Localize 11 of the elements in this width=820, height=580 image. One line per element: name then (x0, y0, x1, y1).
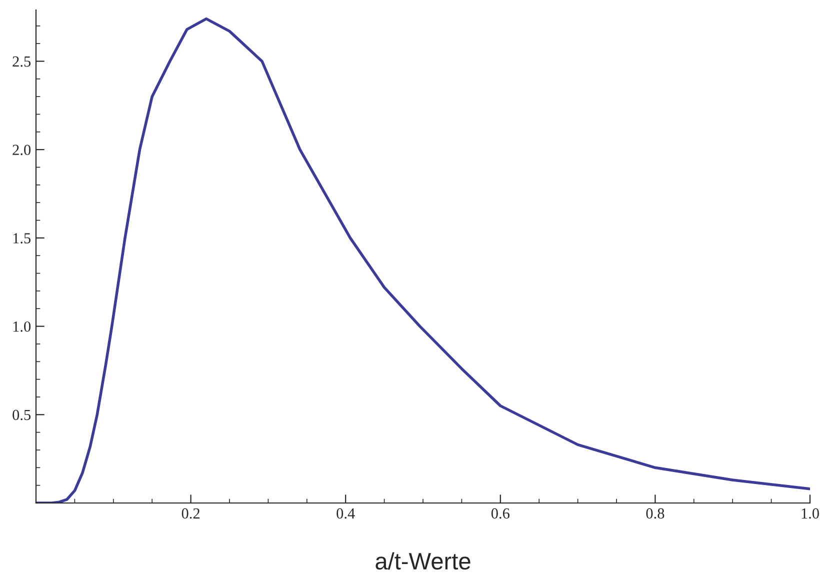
y-tick-label: 1.0 (13, 321, 31, 332)
y-tick-label: 2.0 (12, 144, 31, 156)
y-tick-label: 1.5 (13, 233, 31, 244)
x-tick-label: 0.4 (336, 508, 355, 519)
x-tick-label: 0.8 (646, 508, 664, 519)
x-tick-label: 1.0 (802, 508, 819, 519)
x-tick-label: 0.2 (182, 508, 200, 519)
x-axis-title: a/t-Werte (376, 552, 470, 570)
y-tick-label: 0.5 (12, 410, 31, 420)
x-tick-label: 0.6 (491, 508, 510, 519)
y-tick-label: 2.5 (12, 56, 31, 67)
